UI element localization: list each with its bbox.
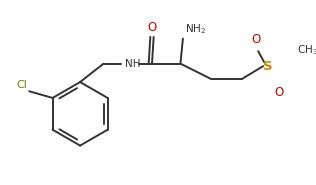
Text: CH$_3$: CH$_3$ <box>297 43 316 57</box>
Text: O: O <box>147 21 157 34</box>
Text: NH$_2$: NH$_2$ <box>185 22 206 36</box>
Text: O: O <box>274 86 284 99</box>
Text: NH: NH <box>125 60 141 70</box>
Text: Cl: Cl <box>17 80 27 90</box>
Text: S: S <box>263 60 272 73</box>
Text: O: O <box>251 33 260 46</box>
